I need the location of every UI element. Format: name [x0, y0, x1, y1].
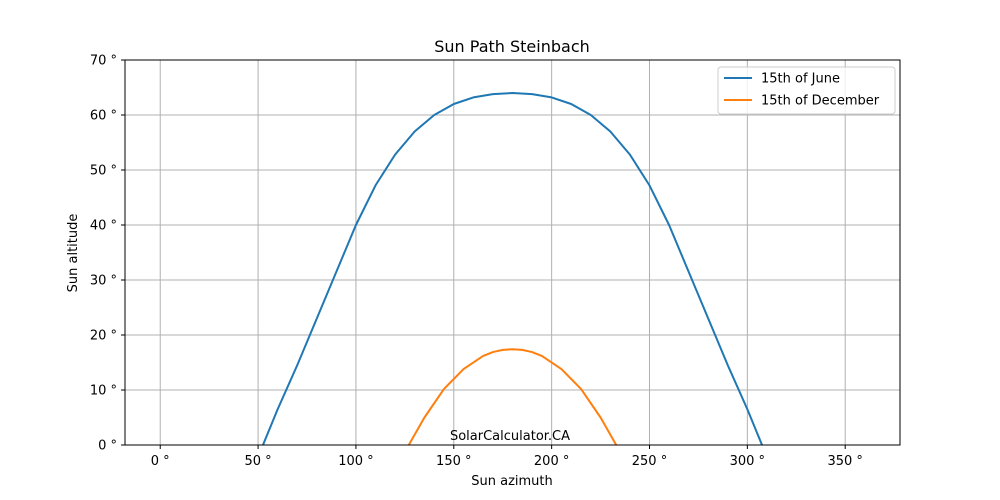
x-tick-label: 250 ° — [632, 454, 667, 469]
x-tick-label: 150 ° — [436, 454, 471, 469]
plot-frame — [124, 59, 901, 446]
legend: 15th of June 15th of December — [717, 66, 896, 115]
legend-label-2: 15th of December — [761, 94, 880, 109]
watermark-label: SolarCalculator.CA — [450, 429, 570, 444]
x-tick-label: 350 ° — [827, 454, 862, 469]
x-axis-ticks: 0 ° 50 ° 100 ° 150 ° 200 ° 250 ° 300 ° 350 ° — [151, 445, 863, 469]
x-axis-label: Sun azimuth — [471, 474, 553, 489]
y-tick-label: 50 ° — [90, 164, 117, 179]
series-line-2 — [407, 348, 618, 445]
y-tick-label: 30 ° — [90, 274, 117, 289]
y-tick-label: 10 ° — [90, 384, 117, 399]
y-axis-label: Sun altitude — [66, 214, 81, 293]
x-tick-label: 100 ° — [338, 454, 373, 469]
y-tick-label: 0 ° — [98, 439, 117, 454]
y-tick-label: 40 ° — [90, 219, 117, 234]
legend-label-1: 15th of June — [761, 72, 840, 87]
x-tick-label: 50 ° — [244, 454, 271, 469]
series-layer — [262, 92, 763, 445]
chart-title: Sun Path Steinbach — [434, 37, 590, 56]
y-tick-label: 20 ° — [90, 329, 117, 344]
y-axis-ticks: 0 ° 10 ° 20 ° 30 ° 40 ° 50 ° 60 ° 70 ° — [90, 54, 125, 454]
x-tick-label: 200 ° — [534, 454, 569, 469]
y-tick-label: 70 ° — [90, 54, 117, 69]
series-line-1 — [262, 92, 763, 445]
x-tick-label: 300 ° — [730, 454, 765, 469]
x-tick-label: 0 ° — [151, 454, 170, 469]
y-tick-label: 60 ° — [90, 109, 117, 124]
legend-box — [717, 66, 896, 115]
